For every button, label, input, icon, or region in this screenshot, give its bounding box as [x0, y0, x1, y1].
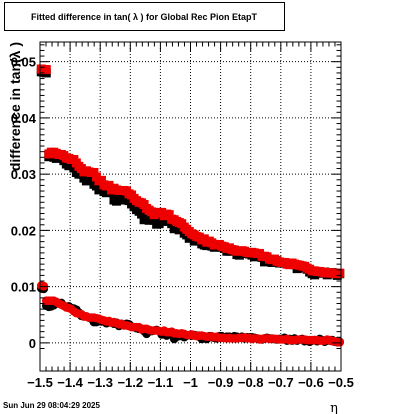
- x-axis-label: η: [330, 401, 338, 414]
- data-point: [86, 174, 96, 184]
- y-tick-label: 0.03: [11, 167, 36, 182]
- x-tick-label: −1.2: [117, 375, 143, 390]
- y-axis-tick-labels: 0 0.01 0.02 0.03 0.04 0.05: [11, 55, 37, 351]
- timestamp: Sun Jun 29 08:04:29 2025: [3, 401, 100, 410]
- axis-ticks: [39, 42, 342, 371]
- x-axis-tick-labels: −1.5 −1.4 −1.3 −1.2 −1.1 −1 −0.9 −0.8 −0.7 −0.6 −0…: [27, 375, 354, 390]
- series-1: [36, 64, 345, 279]
- y-tick-label: 0.01: [11, 280, 36, 295]
- y-tick-label: 0: [29, 336, 36, 351]
- data-point: [137, 209, 147, 219]
- data-markers: [36, 64, 345, 347]
- x-tick-label: −0.7: [268, 375, 294, 390]
- title-box: [4, 2, 285, 31]
- x-tick-label: −0.6: [298, 375, 324, 390]
- x-tick-label: −1.5: [27, 375, 53, 390]
- y-tick-label: 0.04: [11, 111, 37, 126]
- chart-title: Fitted difference in tan( λ ) for Global…: [4, 2, 285, 31]
- chart-title-text: Fitted difference in tan( λ ) for Global…: [31, 12, 258, 22]
- y-tick-label: 0.05: [11, 55, 36, 70]
- x-tick-label: −0.5: [328, 375, 354, 390]
- x-tick-label: −0.9: [208, 375, 234, 390]
- x-tick-label: −0.8: [238, 375, 264, 390]
- series-3: [36, 281, 345, 347]
- data-point: [335, 338, 345, 347]
- y-tick-label: 0.02: [11, 223, 36, 238]
- y-axis-label: difference in tan(λ ): [7, 42, 23, 171]
- data-point: [41, 65, 51, 75]
- x-tick-label: −1: [183, 375, 198, 390]
- x-tick-label: −1.1: [148, 375, 174, 390]
- x-tick-label: −1.4: [57, 375, 83, 390]
- x-tick-label: −1.3: [87, 375, 113, 390]
- grid: [39, 42, 342, 371]
- data-point: [39, 281, 49, 291]
- data-point: [335, 268, 345, 278]
